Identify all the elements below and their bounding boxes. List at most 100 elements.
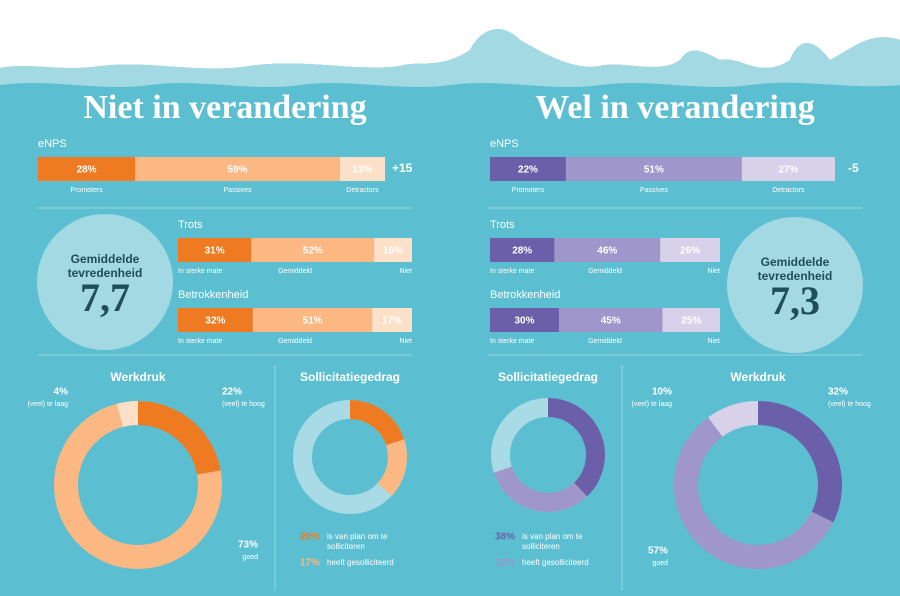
bar-segment [178,238,252,262]
bar-segment [372,308,412,332]
score-value: 7,7 [80,275,130,320]
legend-label: Niet [400,268,413,275]
donut-segment [548,398,605,497]
score-title: Gemiddelde tevredenheid [68,252,143,280]
value-label: 22% [518,165,538,176]
value-label: 28% [77,165,97,176]
bar-segment [490,238,555,262]
legend-label: In sterke mate [178,338,222,345]
value-label: 31% [205,246,225,257]
value-label: 52% [303,246,323,257]
value-label: 28% [512,246,532,257]
chart-title: eNPS [38,138,67,150]
bar-segment [559,308,663,332]
bar-segment [565,157,742,181]
section-title: Niet in verandering [83,89,366,126]
donut-segment [674,417,834,569]
value-label: 16% [383,246,403,257]
value-label: 32% [495,558,515,569]
chart-title: Trots [490,219,515,231]
legend-label: Passives [640,187,669,194]
category-label: is van plan om te solliciteren [327,532,388,551]
category-label: heeft gesolliciteerd [522,558,589,567]
category-label: goed [652,560,668,567]
value-label: 27% [778,165,798,176]
bar-segment [662,308,720,332]
category-label: (veel) te hoog [828,401,871,408]
legend-label: Detractors [346,187,379,194]
legend-label: In sterke mate [490,268,534,275]
value-label: 13% [352,165,372,176]
category-label: (veel) te laag [632,401,673,408]
donut-segment [116,401,138,427]
value-label: 38% [495,532,515,543]
legend-label: Gemiddeld [278,338,312,345]
value-label: 17% [300,558,320,569]
chart-title: Sollicitatiegedrag [300,370,400,384]
bar-segment [135,157,340,181]
score-title: Gemiddelde tevredenheid [758,255,833,283]
legend-label: Promoters [512,187,545,194]
value-label: 59% [228,165,248,176]
value-label: 32% [205,316,225,327]
legend-label: Passives [224,187,253,194]
bar-segment [660,238,720,262]
bar-segment [741,157,835,181]
value-label: 73% [238,540,258,551]
chart-title: Sollicitatiegedrag [498,370,598,384]
chart-title: eNPS [490,138,519,150]
donut-segment [138,401,221,475]
bar-segment [490,308,559,332]
category-label: heeft gesolliciteerd [327,558,394,567]
value-label: 20% [300,532,320,543]
donut-segment [493,466,588,512]
value-label: 45% [601,316,621,327]
value-label: 10% [652,387,672,398]
value-label: 57% [648,546,668,557]
bar-segment [178,308,253,332]
bar-segment [374,238,412,262]
legend-label: Niet [708,338,721,345]
chart-title: Werkdruk [110,370,165,384]
category-label: (veel) te hoog [222,401,265,408]
bar-segment [252,308,373,332]
score-circle [727,217,863,353]
donut-segment [708,401,758,437]
sky [0,0,900,69]
bar-segment [251,238,375,262]
value-label: 4% [54,387,69,398]
bar-segment [38,157,136,181]
score-value: +15 [392,161,413,175]
legend-label: In sterke mate [490,338,534,345]
value-label: 32% [828,387,848,398]
score-circle [37,214,173,350]
donut-segment [377,439,407,497]
value-label: 22% [222,387,242,398]
chart-title: Werkdruk [730,370,785,384]
value-label: 46% [597,246,617,257]
score-value: 7,3 [770,278,820,323]
wave [0,29,900,88]
section-title: Wel in verandering [535,89,815,126]
bar-segment [554,238,661,262]
donut-segment [350,400,405,446]
value-label: 51% [303,316,323,327]
chart-title: Betrokkenheid [490,289,560,301]
score-value: -5 [848,161,859,175]
legend-label: In sterke mate [178,268,222,275]
legend-label: Niet [708,268,721,275]
bar-segment [339,157,385,181]
value-label: 25% [681,316,701,327]
donut-segment [758,401,842,523]
legend-label: Gemiddeld [588,338,622,345]
value-label: 51% [644,165,664,176]
chart-title: Trots [178,219,203,231]
legend-label: Detractors [772,187,805,194]
value-label: 26% [680,246,700,257]
value-label: 17% [382,316,402,327]
legend-label: Gemiddeld [278,268,312,275]
chart-title: Betrokkenheid [178,289,248,301]
category-label: is van plan om te solliciteren [522,532,583,551]
legend-label: Niet [400,338,413,345]
